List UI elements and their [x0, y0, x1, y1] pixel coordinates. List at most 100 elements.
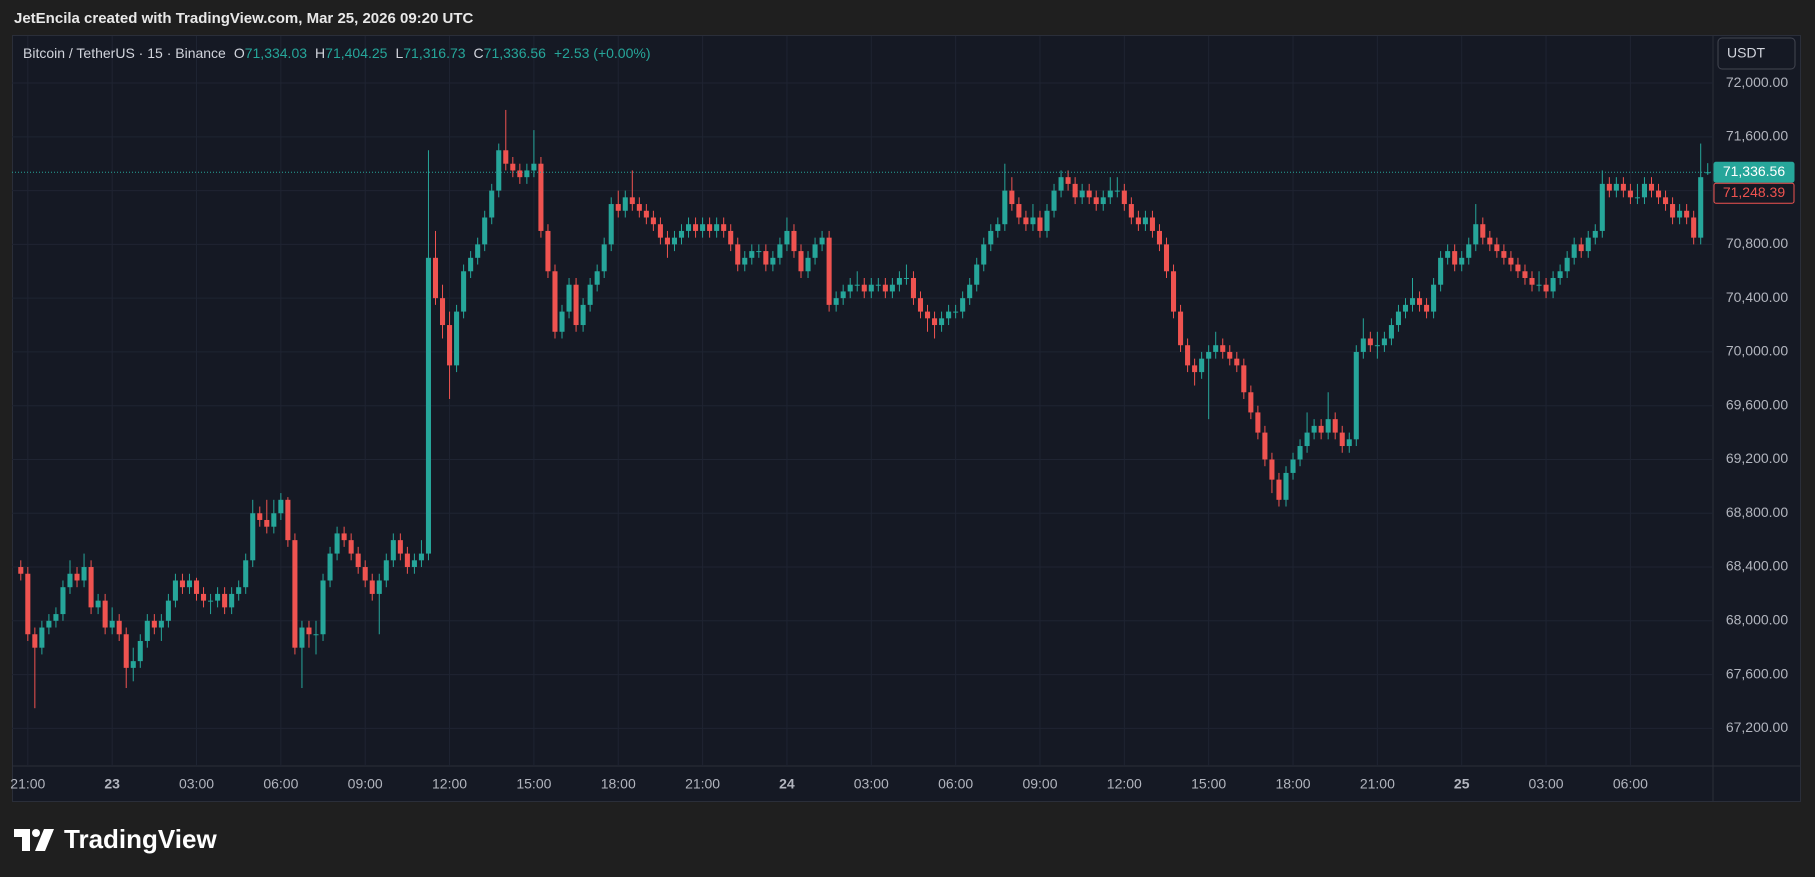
y-tick-label: 69,200.00 [1726, 450, 1788, 466]
candle-body [1311, 425, 1317, 433]
candle-body [348, 540, 354, 554]
candle-body [1670, 204, 1676, 218]
candle-body [1417, 298, 1423, 305]
x-tick-label: 23 [104, 776, 120, 792]
candle-body [1325, 419, 1331, 433]
x-tick-label: 12:00 [432, 776, 467, 792]
candle-body [1627, 190, 1633, 198]
candle-body [1445, 251, 1451, 258]
candle-body [594, 271, 600, 285]
candle-body [1459, 257, 1465, 265]
candle-body [172, 580, 178, 601]
y-tick-label: 68,000.00 [1726, 612, 1788, 628]
candle-body [777, 244, 783, 258]
candle-body [1402, 304, 1409, 312]
y-tick-label: 68,400.00 [1726, 558, 1788, 574]
candle-body [559, 311, 565, 332]
candle-body [299, 627, 305, 648]
candle-body [1585, 237, 1591, 252]
ohlc-value: 71,404.25 [325, 45, 388, 61]
candle-body [812, 244, 818, 258]
candle-body [116, 620, 122, 635]
candle-body [334, 533, 340, 554]
candle-body [1663, 197, 1669, 205]
candle-body [130, 661, 136, 668]
candle-body [285, 499, 291, 541]
ohlc-value: 71,316.73 [403, 45, 466, 61]
candle-body [1185, 345, 1191, 366]
candle-body [1065, 177, 1071, 184]
candle-body [432, 257, 439, 299]
candle-body [1079, 190, 1085, 198]
candle-body [671, 237, 678, 245]
candle-body [1149, 217, 1155, 231]
candle-body [573, 284, 579, 326]
candle-body [1142, 217, 1148, 225]
candle-body [903, 277, 909, 279]
candle-body [257, 513, 263, 520]
candle-body [461, 271, 467, 312]
candle-body [390, 540, 396, 561]
x-tick-label: 21:00 [1360, 776, 1395, 792]
candle-body [1030, 217, 1036, 225]
candle-body [137, 640, 143, 662]
candle-body [1016, 204, 1022, 218]
candle-body [67, 573, 73, 588]
candle-body [1128, 204, 1134, 218]
candle-body [102, 600, 108, 628]
x-tick-label: 03:00 [179, 776, 214, 792]
currency-label: USDT [1727, 45, 1766, 61]
candle-body [278, 499, 284, 514]
candle-body [1339, 432, 1345, 447]
candle-body [306, 627, 312, 635]
candle-body [1290, 459, 1296, 473]
candle-body [1698, 177, 1704, 238]
candle-body [1424, 304, 1430, 312]
candle-body [46, 620, 52, 628]
candle-body [763, 251, 769, 265]
candle-body [524, 170, 530, 178]
candle-body [960, 298, 966, 312]
ohlc-key: L [395, 45, 404, 61]
candle-body [1269, 459, 1275, 480]
candle-body [1178, 311, 1184, 346]
candle-body [439, 298, 446, 326]
ohlc-key: H [315, 45, 326, 61]
candle-body [25, 573, 31, 635]
candle-body [1262, 432, 1268, 460]
candle-body [1592, 230, 1598, 238]
candle-body [1023, 217, 1029, 225]
candle-body [538, 163, 544, 231]
candle-body [383, 560, 389, 581]
currency-box [1717, 37, 1796, 70]
candle-body [362, 567, 368, 581]
candle-body [819, 237, 825, 245]
candle-body [798, 251, 804, 272]
candle-body [601, 244, 607, 272]
x-tick-label: 06:00 [263, 776, 298, 792]
candle-body [1170, 271, 1177, 312]
candle-body [39, 627, 45, 648]
candle-body [693, 224, 699, 231]
candle-body [749, 251, 755, 258]
candle-body [643, 210, 649, 218]
y-tick-label: 67,200.00 [1726, 719, 1788, 735]
x-tick-label: 25 [1454, 776, 1470, 792]
candle-body [580, 304, 586, 326]
x-tick-label: 03:00 [1529, 776, 1564, 792]
price-label-box [1713, 161, 1795, 183]
logo-text: TradingView [64, 824, 217, 854]
candle-body [1487, 237, 1493, 245]
candle-body [608, 204, 614, 245]
candle-body [186, 580, 193, 588]
candle-body [721, 224, 727, 231]
candle-body [229, 593, 235, 608]
x-tick-label: 09:00 [348, 776, 383, 792]
x-tick-label: 15:00 [516, 776, 551, 792]
candle-body [151, 620, 157, 628]
y-tick-label: 68,800.00 [1726, 504, 1788, 520]
candle-body [18, 567, 24, 574]
ohlc-value: 71,334.03 [244, 45, 308, 61]
candle-body [1199, 358, 1205, 373]
